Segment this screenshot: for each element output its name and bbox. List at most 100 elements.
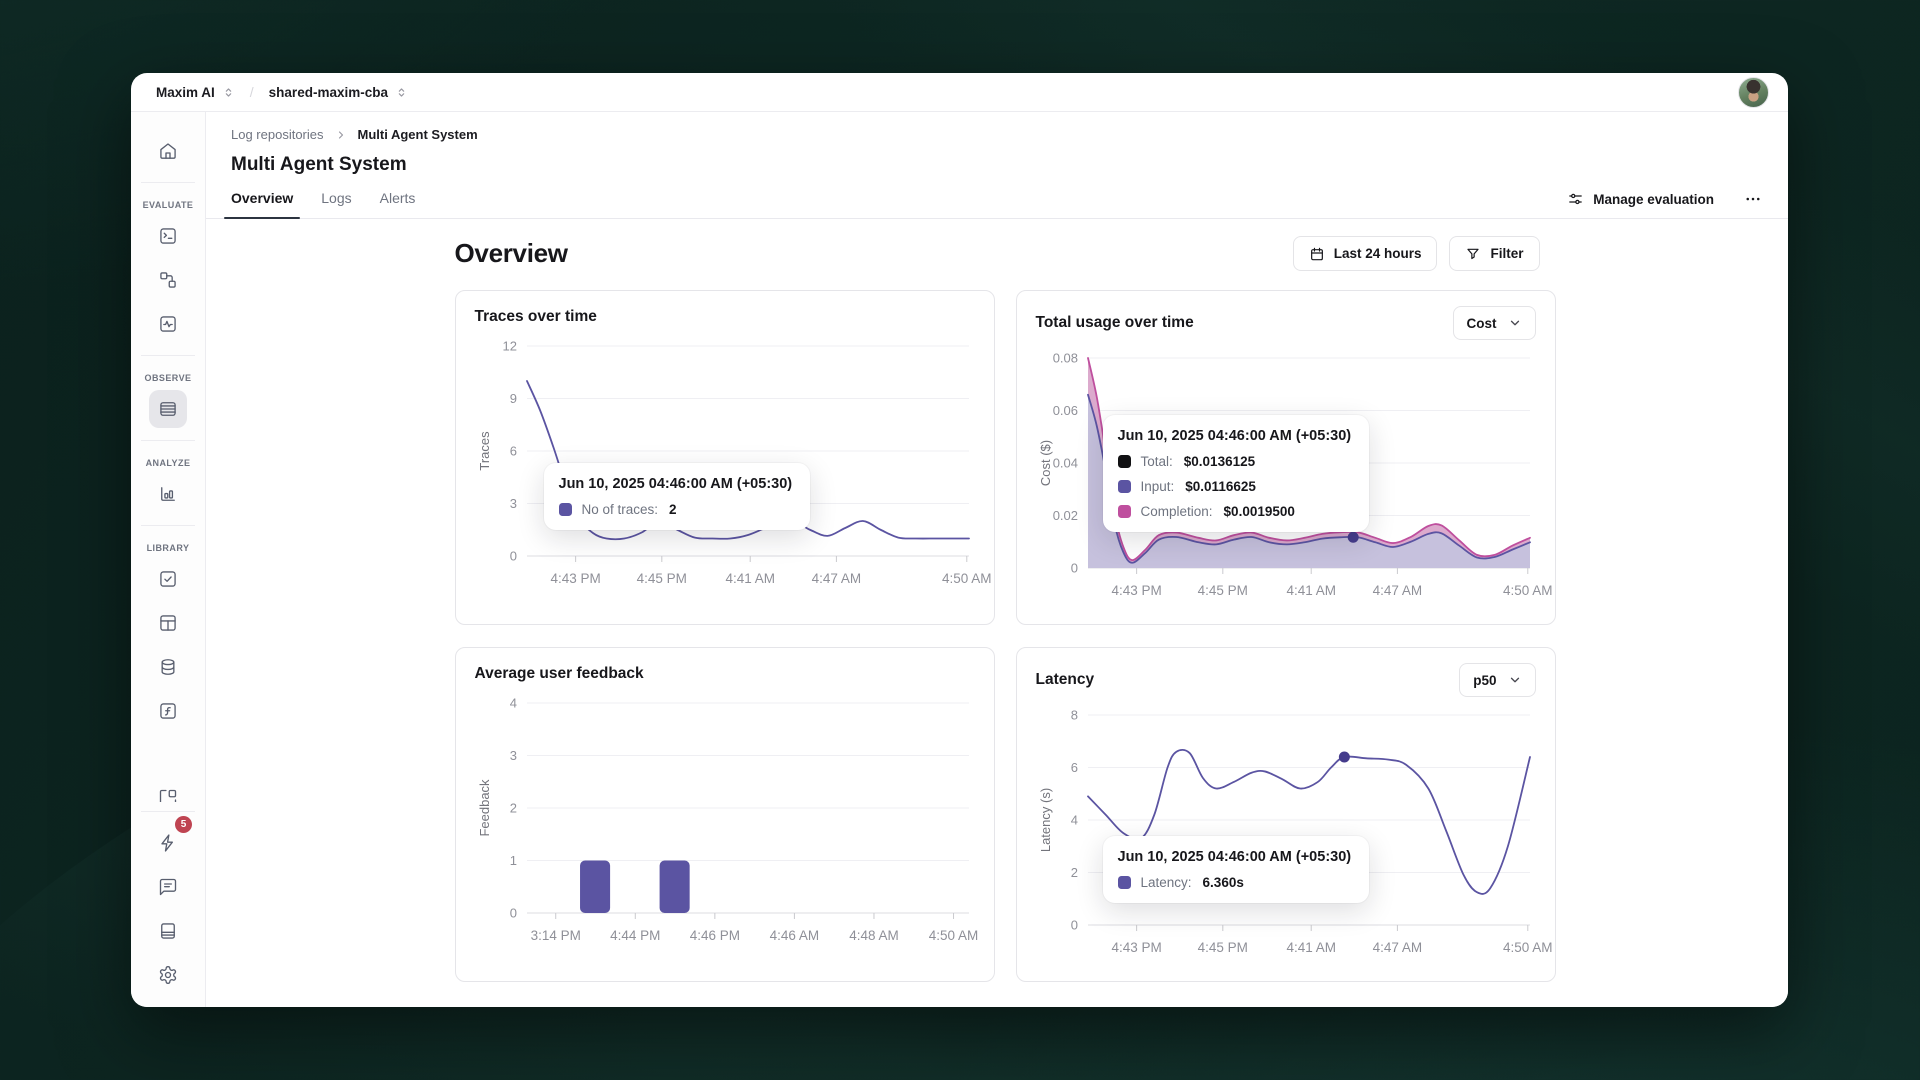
chart-svg: 0 3 6 9 12 4:43 PM 4:45 PM 4:41 AM 4:47 AM 4:50 A… bbox=[477, 339, 992, 587]
sidebar-item-notifications[interactable]: 5 bbox=[149, 816, 192, 862]
checkbox-icon bbox=[160, 571, 176, 587]
content-area: Overview Last 24 hours Filter bbox=[206, 219, 1788, 1007]
breadcrumb-parent[interactable]: Log repositories bbox=[231, 127, 324, 142]
tabs-row: Overview Logs Alerts Manage evaluation bbox=[206, 190, 1788, 219]
workflow-icon bbox=[160, 272, 176, 288]
tab-actions: Manage evaluation bbox=[1567, 190, 1762, 218]
sidebar-item-functions[interactable] bbox=[149, 692, 187, 730]
series-line bbox=[1086, 748, 1531, 895]
sidebar-item-evaluations[interactable] bbox=[149, 305, 187, 343]
tooltip-value: $0.0019500 bbox=[1223, 504, 1295, 519]
x-tick-label: 4:50 AM bbox=[1503, 583, 1553, 598]
y-tick-label: 0.08 bbox=[1052, 351, 1077, 366]
chevrons-up-down-icon bbox=[225, 87, 232, 97]
series-swatch bbox=[558, 503, 572, 516]
active-point bbox=[1347, 531, 1359, 543]
time-range-label: Last 24 hours bbox=[1333, 246, 1422, 261]
terminal-icon bbox=[160, 228, 176, 244]
usage-metric-select[interactable]: Cost bbox=[1452, 306, 1536, 340]
traces-chart: 0 3 6 9 12 4:43 PM 4:45 PM 4:41 AM 4:47 AM 4:50 A… bbox=[475, 334, 992, 596]
tooltip-label: Completion: bbox=[1140, 504, 1213, 519]
y-tick-label: 4 bbox=[509, 696, 516, 711]
active-point bbox=[1338, 751, 1350, 763]
latency-percentile-value: p50 bbox=[1473, 672, 1497, 688]
filter-button[interactable]: Filter bbox=[1449, 236, 1540, 271]
tooltip-label: Total: bbox=[1140, 454, 1173, 469]
x-tick-label: 4:46 AM bbox=[769, 928, 819, 943]
tooltip-title: Jun 10, 2025 04:46:00 AM (+05:30) bbox=[1117, 428, 1352, 444]
manage-evaluation-label: Manage evaluation bbox=[1593, 191, 1714, 207]
sidebar-item-analytics[interactable] bbox=[149, 475, 187, 513]
sidebar-item-settings[interactable] bbox=[149, 956, 187, 994]
ellipsis-icon bbox=[1746, 197, 1760, 201]
x-tick-label: 4:48 AM bbox=[849, 928, 899, 943]
x-tick-label: 4:47 AM bbox=[1372, 583, 1422, 598]
project-name: shared-maxim-cba bbox=[268, 84, 388, 100]
y-axis-label: Feedback bbox=[477, 779, 492, 837]
x-tick-label: 4:43 PM bbox=[1111, 583, 1161, 598]
sidebar-divider bbox=[141, 440, 195, 441]
chart-svg: 0 0.02 0.04 0.06 0.08 4:43 PM 4:45 PM 4:41 AM 4:… bbox=[1038, 351, 1553, 599]
y-tick-label: 0 bbox=[1070, 918, 1077, 933]
y-tick-label: 3 bbox=[509, 748, 516, 763]
x-tick-label: 4:45 PM bbox=[1197, 940, 1247, 955]
sidebar-item-context-sources[interactable] bbox=[149, 648, 187, 686]
card-average-user-feedback: Average user feedback 0 1 2 3 4 3:14 PM 4:44 P… bbox=[454, 647, 995, 982]
y-tick-label: 0.04 bbox=[1052, 456, 1077, 471]
tooltip-value: 6.360s bbox=[1202, 875, 1244, 890]
activity-icon bbox=[160, 316, 176, 332]
breadcrumb-slash: / bbox=[249, 84, 254, 100]
sidebar-item-home[interactable] bbox=[149, 132, 187, 170]
breadcrumb: Log repositories Multi Agent System bbox=[231, 127, 1762, 142]
sidebar-section-evaluate: EVALUATE bbox=[142, 200, 194, 210]
sidebar-item-feedback[interactable] bbox=[149, 868, 187, 906]
chevron-down-icon bbox=[1510, 677, 1519, 683]
latency-percentile-select[interactable]: p50 bbox=[1459, 663, 1536, 697]
latency-chart: 0 2 4 6 8 4:43 PM 4:45 PM 4:41 AM 4:47 AM 4:50 AM… bbox=[1036, 703, 1553, 965]
y-tick-label: 3 bbox=[509, 496, 516, 511]
x-tick-label: 4:47 AM bbox=[1372, 940, 1422, 955]
card-total-usage: Total usage over time Cost 0 0.02 0.04 0.06… bbox=[1015, 290, 1556, 625]
org-name: Maxim AI bbox=[156, 84, 215, 100]
chart-tooltip: Jun 10, 2025 04:46:00 AM (+05:30) No of … bbox=[543, 463, 811, 530]
x-tick-label: 4:50 AM bbox=[1503, 940, 1553, 955]
sidebar-item-blocks-clipped[interactable] bbox=[149, 788, 187, 802]
sidebar-item-logs[interactable] bbox=[149, 390, 187, 428]
sidebar-item-docs[interactable] bbox=[149, 912, 187, 950]
sidebar-item-workflows[interactable] bbox=[149, 261, 187, 299]
bar bbox=[659, 860, 690, 913]
y-tick-label: 0.02 bbox=[1052, 508, 1077, 523]
series-swatch bbox=[1117, 876, 1131, 889]
sidebar-item-prompts[interactable] bbox=[149, 217, 187, 255]
tab-overview[interactable]: Overview bbox=[223, 190, 301, 219]
avatar[interactable] bbox=[1738, 76, 1769, 108]
x-tick-label: 4:45 PM bbox=[636, 571, 686, 586]
x-tick-label: 4:41 AM bbox=[725, 571, 775, 586]
y-tick-label: 6 bbox=[509, 444, 516, 459]
time-range-button[interactable]: Last 24 hours bbox=[1292, 236, 1438, 271]
chart-tooltip: Jun 10, 2025 04:46:00 AM (+05:30) Total:… bbox=[1102, 415, 1370, 532]
tab-alerts[interactable]: Alerts bbox=[380, 190, 416, 218]
tooltip-value: $0.0116625 bbox=[1185, 479, 1256, 494]
manage-evaluation-button[interactable]: Manage evaluation bbox=[1567, 191, 1714, 208]
y-tick-label: 0 bbox=[509, 549, 516, 564]
notification-badge: 5 bbox=[175, 816, 192, 833]
tab-logs[interactable]: Logs bbox=[321, 190, 351, 218]
sidebar-divider bbox=[141, 525, 195, 526]
section-heading: Overview bbox=[454, 238, 569, 268]
sidebar-divider bbox=[141, 355, 195, 356]
sliders-icon bbox=[1569, 193, 1583, 204]
sidebar-item-datasets-table[interactable] bbox=[149, 604, 187, 642]
y-axis-label: Latency (s) bbox=[1038, 788, 1053, 852]
org-switcher[interactable] bbox=[222, 86, 235, 99]
settings-icon bbox=[159, 966, 177, 984]
x-tick-label: 4:50 AM bbox=[928, 928, 978, 943]
database-icon bbox=[161, 659, 175, 675]
card-title: Traces over time bbox=[474, 308, 597, 325]
sidebar-item-test-runs[interactable] bbox=[149, 560, 187, 598]
project-switcher[interactable] bbox=[395, 86, 408, 99]
tooltip-value: $0.0136125 bbox=[1183, 454, 1256, 469]
more-options-button[interactable] bbox=[1744, 190, 1762, 208]
bar-chart-icon bbox=[161, 487, 175, 501]
tooltip-label: No of traces: bbox=[581, 502, 659, 517]
